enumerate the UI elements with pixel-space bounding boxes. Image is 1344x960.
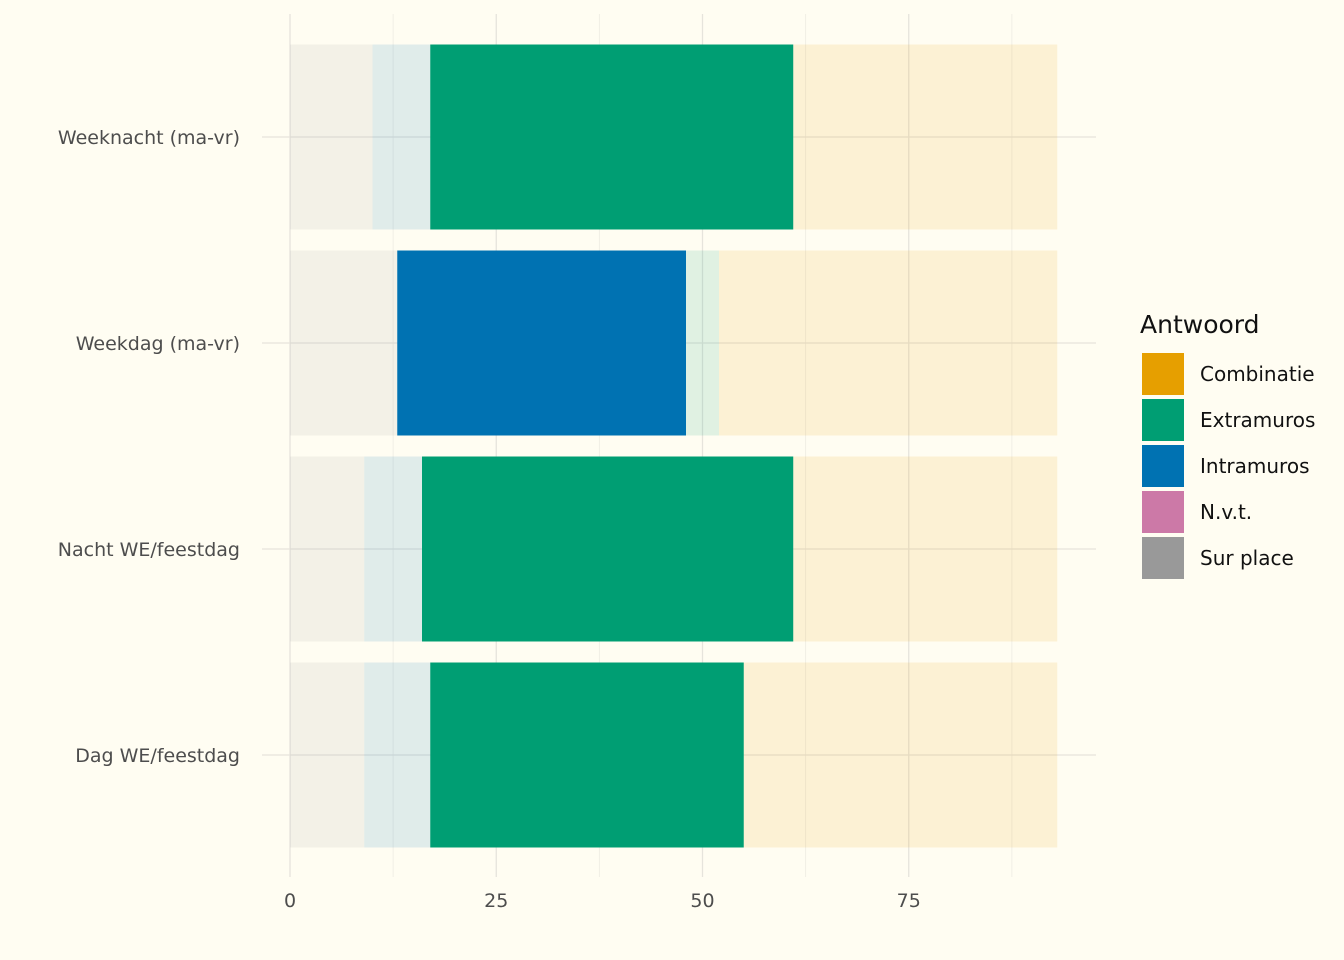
bar-segment <box>372 44 431 230</box>
y-axis-labels: Weeknacht (ma-vr) Weekdag (ma-vr) Nacht WE… <box>58 127 240 767</box>
legend-label: Combinatie <box>1200 362 1315 386</box>
legend-swatch <box>1142 445 1184 487</box>
bar-segment <box>397 250 686 436</box>
bar-segment <box>290 44 373 230</box>
bar-segment <box>743 662 1058 848</box>
bar-segment <box>793 44 1058 230</box>
legend-swatch <box>1142 491 1184 533</box>
bar-segment <box>719 250 1058 436</box>
legend: Antwoord Combinatie Extramuros Intramuros N… <box>1140 310 1315 579</box>
bar-segment <box>364 662 431 848</box>
bar-segment <box>686 250 719 436</box>
bar-segment <box>793 456 1058 642</box>
legend-label: Extramuros <box>1200 408 1315 432</box>
legend-label: N.v.t. <box>1200 500 1252 524</box>
bar-segment <box>430 662 744 848</box>
bar-segment <box>430 44 794 230</box>
y-tick-label: Nacht WE/feestdag <box>58 539 240 561</box>
x-tick-label: 75 <box>897 890 921 912</box>
y-tick-label: Dag WE/feestdag <box>75 745 240 767</box>
legend-items: Combinatie Extramuros Intramuros N.v.t. Sur … <box>1142 353 1315 579</box>
bar-segment <box>364 456 422 642</box>
x-tick-label: 50 <box>690 890 714 912</box>
bar-segment <box>290 456 365 642</box>
y-tick-label: Weeknacht (ma-vr) <box>58 127 240 149</box>
x-tick-label: 0 <box>284 890 296 912</box>
legend-label: Sur place <box>1200 546 1294 570</box>
legend-label: Intramuros <box>1200 454 1310 478</box>
x-tick-label: 25 <box>484 890 508 912</box>
bar-segment <box>290 662 365 848</box>
bar-segment <box>422 456 794 642</box>
legend-title: Antwoord <box>1140 310 1260 339</box>
bars <box>290 44 1058 848</box>
legend-swatch <box>1142 353 1184 395</box>
legend-swatch <box>1142 399 1184 441</box>
x-axis-labels: 0 25 50 75 <box>284 890 921 912</box>
legend-swatch <box>1142 537 1184 579</box>
bar-segment <box>290 250 398 436</box>
y-tick-label: Weekdag (ma-vr) <box>76 333 240 355</box>
